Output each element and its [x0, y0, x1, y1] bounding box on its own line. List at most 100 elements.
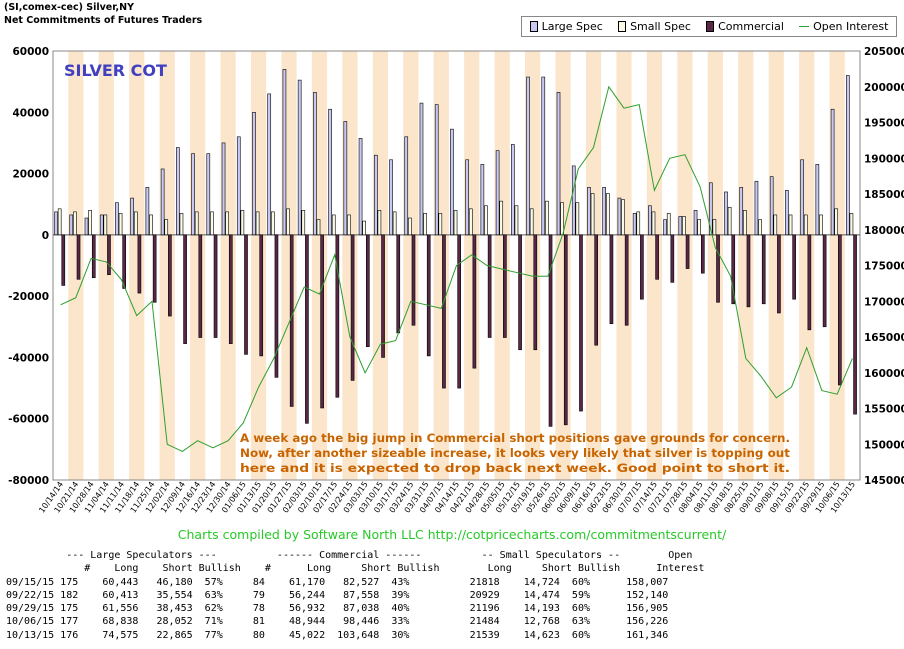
bar-large-spec — [252, 111, 256, 236]
bar-small-spec — [240, 210, 245, 236]
bar-commercial — [518, 234, 522, 351]
date-band — [646, 51, 663, 480]
bar-small-spec — [225, 211, 229, 236]
bar-large-spec — [678, 216, 683, 236]
bar-small-spec — [499, 200, 504, 236]
chart-annotation-line: Now, after another sizeable increase, it… — [240, 446, 791, 460]
bar-small-spec — [408, 217, 412, 236]
date-band — [585, 51, 602, 480]
legend-large-spec-swatch — [529, 21, 538, 32]
y-left-tick-label: 20000 — [12, 169, 49, 181]
bar-large-spec — [830, 108, 835, 236]
bar-large-spec — [754, 180, 759, 236]
bar-small-spec — [545, 200, 549, 236]
bar-large-spec — [495, 150, 500, 236]
bar-commercial — [503, 234, 507, 338]
bar-large-spec — [845, 75, 850, 236]
y-right-tick-label: 175000 — [864, 261, 904, 273]
bar-large-spec — [724, 191, 728, 236]
y-right-tick-label: 145000 — [864, 475, 904, 487]
bar-commercial — [807, 234, 812, 331]
bar-commercial — [259, 234, 264, 357]
date-band — [738, 51, 754, 480]
date-band — [68, 51, 84, 480]
bar-large-spec — [130, 197, 134, 236]
chart-header-line1: (SI,comex-cec) Silver,NY — [4, 2, 134, 13]
bar-large-spec — [511, 144, 515, 236]
bar-commercial — [183, 234, 187, 344]
bar-commercial — [107, 234, 111, 275]
cot-data-table: --- Large Speculators --- ------ Commerc… — [6, 549, 704, 642]
bar-large-spec — [69, 214, 74, 236]
bar-commercial — [533, 234, 538, 351]
bar-large-spec — [602, 187, 606, 236]
legend-large-spec: Large Spec — [529, 20, 603, 33]
bar-small-spec — [743, 210, 747, 236]
bar-commercial — [274, 234, 279, 378]
date-band — [372, 51, 388, 480]
bar-large-spec — [54, 211, 58, 236]
date-band — [342, 51, 358, 480]
bar-commercial — [137, 234, 142, 294]
y-right-tick-label: 195000 — [864, 118, 904, 130]
bar-large-spec — [206, 153, 211, 236]
chart-annotation-line: A week ago the big jump in Commercial sh… — [240, 431, 790, 445]
bar-large-spec — [84, 217, 89, 236]
date-band — [464, 51, 480, 480]
bar-large-spec — [160, 168, 165, 236]
bar-commercial — [426, 234, 431, 357]
bar-large-spec — [708, 182, 713, 236]
bar-commercial — [320, 234, 324, 409]
bar-small-spec — [423, 213, 427, 236]
bar-large-spec — [450, 128, 454, 236]
y-right-tick-label: 165000 — [864, 332, 904, 344]
bar-small-spec — [57, 208, 62, 236]
chart-title: SILVER COT — [64, 61, 167, 80]
bar-commercial — [168, 234, 172, 317]
bar-commercial — [91, 234, 96, 279]
chart-credit-footer: Charts compiled by Software North LLC ht… — [177, 527, 727, 542]
y-right-tick-label: 190000 — [864, 153, 904, 165]
y-right-tick-label: 180000 — [864, 225, 904, 237]
y-left-tick-label: 0 — [42, 230, 49, 242]
bar-small-spec — [210, 211, 214, 236]
bar-commercial — [579, 234, 583, 412]
y-left-tick-label: 60000 — [12, 46, 49, 58]
bar-commercial — [624, 234, 629, 326]
y-left-tick-label: -20000 — [8, 291, 49, 303]
legend-small-spec-label: Small Spec — [630, 20, 691, 33]
bar-commercial — [563, 234, 568, 426]
table-header-columns: # Long Short Bullish # Long Short Bullis… — [6, 563, 705, 575]
bar-large-spec — [145, 187, 150, 236]
bar-small-spec — [347, 214, 351, 236]
bar-large-spec — [358, 138, 363, 236]
y-right-tick-label: 155000 — [864, 404, 904, 416]
bar-commercial — [442, 234, 446, 389]
bar-commercial — [76, 234, 81, 280]
bar-small-spec — [438, 213, 443, 236]
bar-large-spec — [176, 147, 180, 236]
y-left-tick-label: -80000 — [8, 475, 49, 487]
bar-commercial — [761, 234, 766, 305]
date-band — [616, 51, 632, 480]
chart-header-line2: Net Commitments of Futures Traders — [4, 15, 203, 26]
chart-legend: Large Spec Small Spec Commercial Open In… — [521, 16, 897, 37]
bar-commercial — [396, 234, 401, 334]
y-right-tick-label: 185000 — [864, 189, 904, 201]
bar-large-spec — [617, 197, 622, 236]
bar-small-spec — [712, 219, 717, 236]
bar-commercial — [548, 234, 553, 427]
bar-commercial — [335, 234, 340, 398]
bar-large-spec — [769, 176, 774, 236]
bar-commercial — [152, 234, 157, 303]
bar-large-spec — [571, 165, 576, 236]
bar-small-spec — [575, 202, 580, 236]
bar-commercial — [122, 234, 127, 289]
bar-large-spec — [115, 202, 119, 236]
chart-annotation-line: here and it is expected to drop back nex… — [240, 461, 790, 475]
y-right-tick-label: 205000 — [864, 46, 904, 58]
date-band — [159, 51, 175, 480]
bar-large-spec — [99, 214, 104, 236]
bar-commercial — [685, 234, 690, 269]
bar-commercial — [350, 234, 355, 381]
